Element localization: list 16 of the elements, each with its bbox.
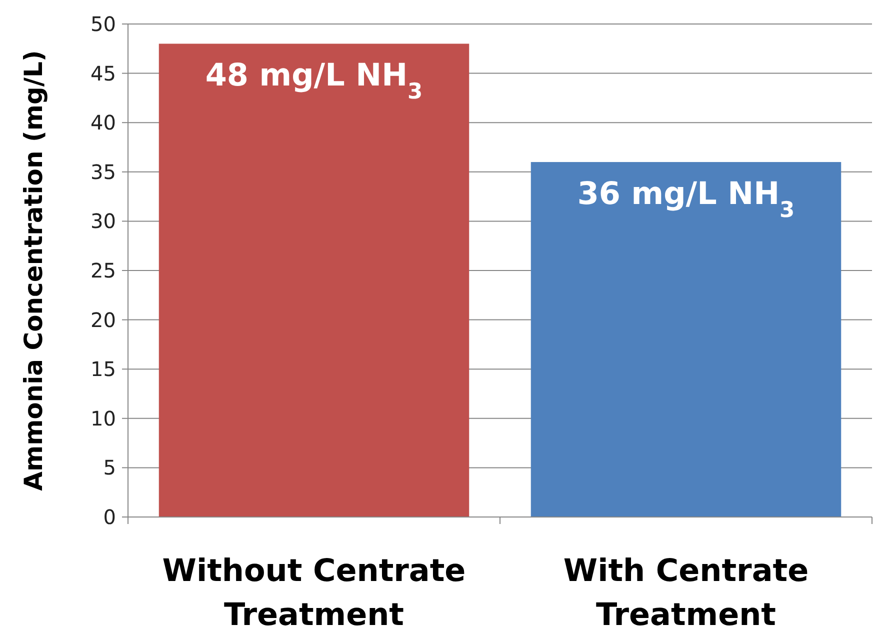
data-label: 48 mg/L NH$_{3}$ (205, 58, 423, 104)
y-tick-label: 10 (90, 406, 116, 430)
y-tick-label: 35 (90, 160, 116, 184)
y-tick-label: 50 (90, 12, 116, 36)
y-tick-label: 20 (90, 308, 116, 332)
y-tick-label: 0 (103, 505, 116, 529)
x-tick-label: Without Centrate Treatment (162, 553, 466, 633)
y-tick-label: 25 (90, 258, 116, 282)
y-tick-label: 5 (103, 456, 116, 480)
y-tick-label: 45 (90, 61, 116, 86)
y-tick-label: 30 (90, 209, 116, 234)
y-tick-label: 15 (90, 357, 116, 382)
y-tick-label: 40 (90, 110, 116, 135)
y-axis-title: Ammonia Concentration (mg/L) (19, 50, 48, 491)
x-tick-label: With Centrate Treatment (563, 553, 809, 633)
data-label: 36 mg/L NH$_{3}$ (577, 176, 795, 223)
